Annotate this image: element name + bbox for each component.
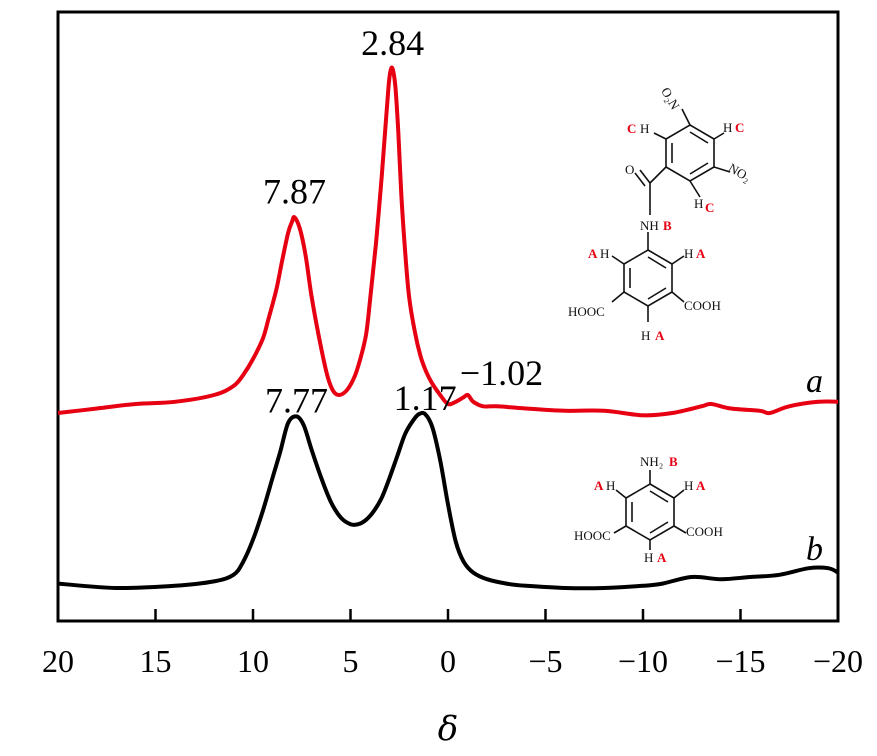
mol-b-h-bottom: H (644, 550, 653, 565)
peak-label-a: 7.87 (263, 171, 326, 211)
mol-a-h-left: H (640, 121, 649, 136)
mol-a-c-right: C (735, 120, 744, 135)
mol-b-h-left: H (606, 478, 615, 493)
molecule-b-structure (613, 470, 687, 550)
mol-b-b: B (669, 454, 678, 469)
mol-b-hooc: HOOC (574, 528, 611, 543)
series-line-b (57, 410, 839, 591)
mol-a-nh: NH (640, 218, 659, 233)
mol-a-o: O (625, 162, 634, 177)
spectrum-curves (57, 65, 839, 591)
peak-label-a: −1.02 (460, 353, 543, 393)
x-tick-label: −10 (618, 643, 668, 679)
mol-a-c-left: C (627, 121, 636, 136)
mol-a-h-ring-left: H (600, 246, 609, 261)
molecule-a-structure (611, 108, 731, 322)
x-axis-tick-labels: 20 15 10 5 0 −5 −10 −15 −20 (42, 643, 863, 679)
mol-a-o2n: O₂N (658, 85, 683, 113)
x-tick-label: −5 (528, 643, 562, 679)
mol-b-a-left: A (594, 478, 604, 493)
mol-a-a-left: A (588, 246, 598, 261)
x-axis-title: δ (438, 709, 458, 749)
peak-label-b: 7.77 (265, 380, 328, 420)
x-tick-label: 15 (140, 643, 172, 679)
mol-a-b: B (663, 218, 672, 233)
mol-a-hooc: HOOC (568, 304, 605, 319)
peak-labels: 2.84 7.87 −1.02 7.77 1.17 (263, 23, 543, 421)
series-line-a (57, 65, 839, 418)
x-tick-label: −20 (813, 643, 863, 679)
molecule-b-labels: NH₂ B A H H A HOOC COOH H A (574, 454, 723, 565)
mol-b-cooh: COOH (686, 524, 723, 539)
peak-label-b: 1.17 (394, 378, 457, 418)
peak-label-a: 2.84 (361, 23, 424, 63)
mol-a-h-ring-bottom: H (641, 328, 650, 343)
x-tick-label: 20 (42, 643, 74, 679)
mol-b-nh2: NH₂ (640, 454, 663, 469)
mol-b-a-bottom: A (657, 550, 667, 565)
x-tick-label: −15 (715, 643, 765, 679)
x-tick-label: 10 (237, 643, 269, 679)
curve-label-b: b (806, 531, 823, 568)
x-tick-label: 5 (343, 643, 359, 679)
x-axis-ticks (56, 609, 840, 621)
mol-a-no2: NO₂ (726, 160, 754, 185)
molecule-a-labels: O₂N H C H C NO₂ H C O NH B A H H A HOOC … (568, 85, 754, 343)
mol-b-h-right: H (684, 478, 693, 493)
mol-a-h-right: H (723, 120, 732, 135)
mol-a-h-bottom: H (694, 196, 703, 211)
mol-a-a-bottom: A (655, 328, 665, 343)
x-tick-label: 0 (440, 643, 456, 679)
mol-a-a-right: A (696, 246, 706, 261)
mol-b-a-right: A (696, 478, 706, 493)
mol-a-h-ring-right: H (684, 246, 693, 261)
mol-a-cooh: COOH (684, 298, 721, 313)
curve-label-a: a (806, 363, 823, 400)
mol-a-c-bottom: C (705, 200, 714, 215)
